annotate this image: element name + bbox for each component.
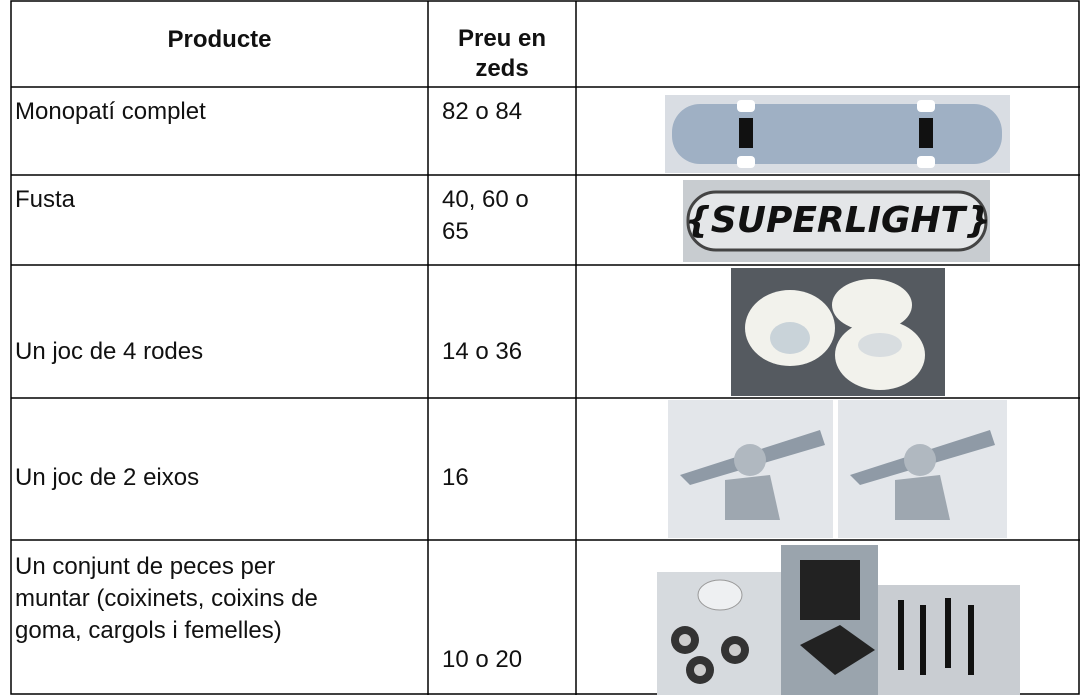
price-cell: 40, 60 o 65: [442, 186, 529, 245]
price-cell: 10 o 20: [442, 646, 523, 673]
price-cell: 82 o 84: [442, 98, 523, 125]
svg-text:{SUPERLIGHT}: {SUPERLIGHT}: [685, 200, 991, 241]
product-cell: Fusta: [15, 186, 76, 213]
product-cell: Un joc de 2 eixos: [15, 464, 200, 491]
product-cell: Monopatí complet: [15, 98, 206, 125]
price-cell: 14 o 36: [442, 338, 523, 365]
deck-image: {SUPERLIGHT}: [683, 180, 991, 262]
header-cell: Producte: [167, 26, 272, 53]
trucks-image: [668, 400, 1007, 538]
price-cell: 16: [442, 464, 469, 491]
wheels-image: [731, 268, 945, 396]
table-grid: [10, 0, 1080, 695]
header-cell: Preu en zeds: [457, 25, 547, 82]
product-cell: Un conjunt de peces per muntar (coixinet…: [15, 553, 318, 644]
parts-image: [657, 545, 1020, 695]
skateboard-image: [665, 95, 1010, 173]
product-cell: Un joc de 4 rodes: [15, 338, 204, 365]
